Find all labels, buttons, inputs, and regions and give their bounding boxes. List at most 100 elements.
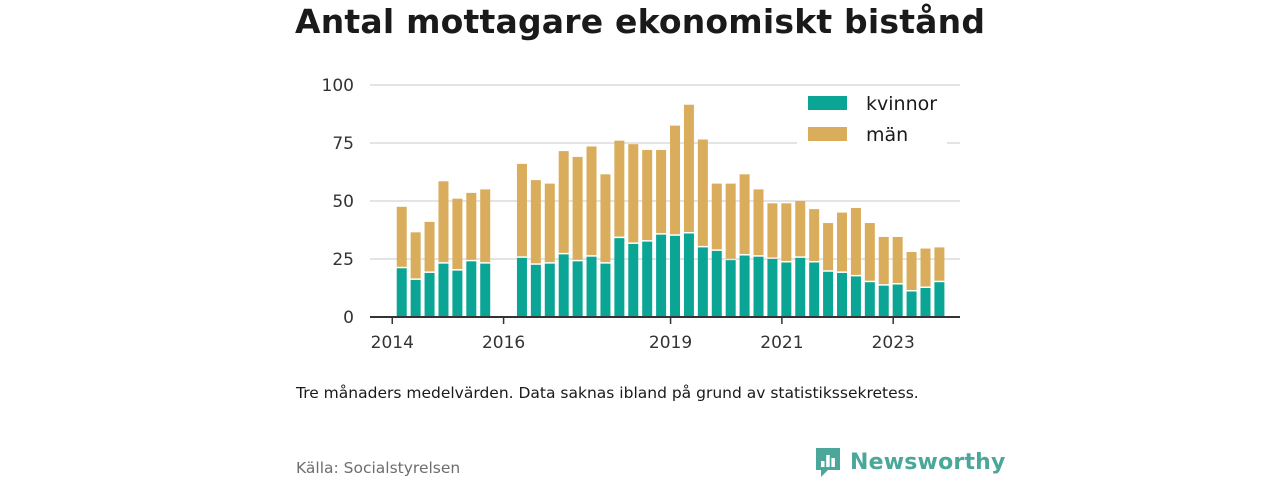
bar-kvinnor xyxy=(878,285,889,317)
bar-man xyxy=(544,183,555,263)
bar-man xyxy=(767,203,778,258)
bar-man xyxy=(739,174,750,255)
bar-man xyxy=(410,232,421,279)
bar-man xyxy=(600,174,611,263)
bar-kvinnor xyxy=(572,261,583,317)
chart-title: Antal mottagare ekonomiskt bistånd xyxy=(295,2,986,41)
bar-man xyxy=(586,146,597,256)
legend-label: män xyxy=(866,124,908,146)
bar-man xyxy=(864,223,875,281)
bar-kvinnor xyxy=(753,256,764,317)
bar-man xyxy=(753,189,764,256)
bar-man xyxy=(795,201,806,257)
bar-kvinnor xyxy=(795,257,806,317)
bar-kvinnor xyxy=(767,259,778,317)
bar-man xyxy=(823,223,834,271)
bar-man xyxy=(725,183,736,259)
bar-man xyxy=(892,236,903,284)
bar-man xyxy=(558,151,569,253)
bar-man xyxy=(670,125,681,235)
bar-man xyxy=(920,248,931,287)
bar-kvinnor xyxy=(480,263,491,317)
bar-man xyxy=(516,163,527,257)
bar-kvinnor xyxy=(438,263,449,317)
brand-logo: Newsworthy xyxy=(814,446,1006,478)
bar-man xyxy=(452,198,463,270)
bar-chart-speech-bubble-icon xyxy=(816,448,840,477)
bar-kvinnor xyxy=(781,262,792,317)
bar-kvinnor xyxy=(697,247,708,317)
bar-kvinnor xyxy=(934,282,945,317)
bar-kvinnor xyxy=(906,291,917,317)
bar-kvinnor xyxy=(452,270,463,317)
legend-label: kvinnor xyxy=(866,93,937,115)
bar-man xyxy=(480,189,491,263)
bar-man xyxy=(466,192,477,260)
x-tick-label: 2016 xyxy=(482,333,525,353)
bar-kvinnor xyxy=(396,268,407,317)
axes: 0 25 50 75 100 2014 2016 2019 2021 2023 xyxy=(322,76,960,353)
x-tick-label: 2021 xyxy=(760,333,803,353)
bar-kvinnor xyxy=(837,272,847,317)
bar-kvinnor xyxy=(586,256,597,317)
legend-swatch xyxy=(808,96,847,110)
bar-man xyxy=(530,180,541,264)
bar-man xyxy=(878,236,889,285)
bar-kvinnor xyxy=(656,234,667,317)
brand-name: Newsworthy xyxy=(850,449,1006,475)
bar-man xyxy=(711,183,722,250)
bar-man xyxy=(438,181,449,263)
bar-kvinnor xyxy=(725,260,736,317)
bar-kvinnor xyxy=(466,261,477,317)
bar-man xyxy=(656,149,667,234)
bar-kvinnor xyxy=(711,250,722,317)
bar-man xyxy=(572,156,583,260)
y-tick-label: 75 xyxy=(332,134,354,154)
x-tick-label: 2023 xyxy=(872,333,915,353)
bar-man xyxy=(683,104,694,232)
bar-kvinnor xyxy=(544,263,555,317)
bar-man xyxy=(906,252,917,290)
bar-kvinnor xyxy=(424,272,435,317)
bar-man xyxy=(396,206,407,267)
bar-man xyxy=(614,140,625,237)
bar-kvinnor xyxy=(850,276,861,317)
y-tick-label: 50 xyxy=(332,192,354,212)
bar-kvinnor xyxy=(823,271,834,317)
chart-note: Tre månaders medelvärden. Data saknas ib… xyxy=(296,384,919,402)
source-text: Källa: Socialstyrelsen xyxy=(296,459,461,477)
bar-kvinnor xyxy=(614,238,625,317)
bar-kvinnor xyxy=(864,282,875,317)
bar-kvinnor xyxy=(920,288,931,317)
bar-kvinnor xyxy=(530,264,541,317)
legend: kvinnor män xyxy=(797,90,947,148)
stacked-bar-chart: 0 25 50 75 100 2014 2016 2019 2021 2023 kvinnor mä… xyxy=(322,76,960,353)
x-tick-label: 2014 xyxy=(371,333,414,353)
bar-man xyxy=(934,247,945,281)
bar-kvinnor xyxy=(670,235,681,317)
bar-man xyxy=(809,209,820,261)
bar-kvinnor xyxy=(683,233,694,317)
bar-kvinnor xyxy=(600,263,611,317)
y-tick-label: 25 xyxy=(332,250,354,270)
bar-kvinnor xyxy=(628,243,639,317)
bar-man xyxy=(850,207,861,275)
bar-kvinnor xyxy=(516,257,527,317)
bar-man xyxy=(424,221,435,272)
bar-man xyxy=(697,139,708,246)
x-tick-label: 2019 xyxy=(649,333,692,353)
bar-kvinnor xyxy=(642,241,653,317)
y-tick-label: 100 xyxy=(322,76,354,96)
bars xyxy=(396,104,945,317)
bar-kvinnor xyxy=(809,262,820,317)
bar-kvinnor xyxy=(558,254,569,317)
legend-swatch xyxy=(808,127,847,141)
y-tick-label: 0 xyxy=(343,308,354,328)
bar-kvinnor xyxy=(410,279,421,317)
bar-man xyxy=(837,212,847,272)
bar-man xyxy=(628,144,639,243)
bar-man xyxy=(642,149,653,241)
bar-man xyxy=(781,203,792,261)
bar-kvinnor xyxy=(892,284,903,317)
bar-kvinnor xyxy=(739,255,750,317)
